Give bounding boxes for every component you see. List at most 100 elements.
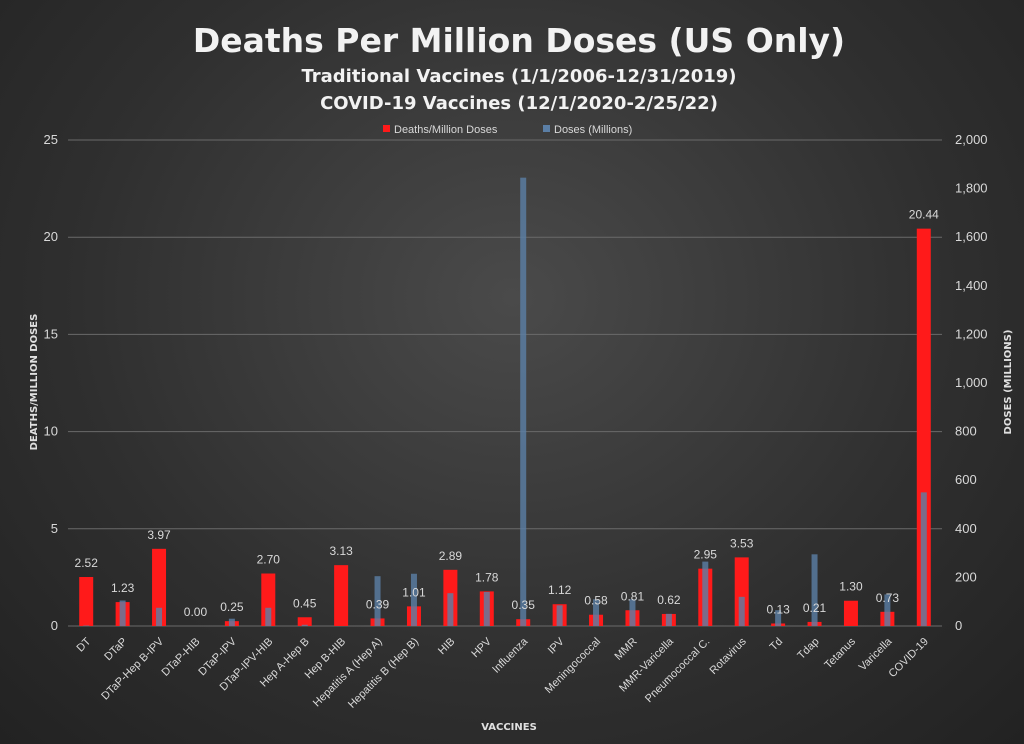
bar-doses-8 — [374, 576, 381, 626]
x-axis-label: VACCINES — [481, 722, 537, 733]
y-tick-label: 15 — [44, 326, 58, 341]
bar-doses-2 — [156, 607, 163, 626]
legend-swatch-deaths — [383, 125, 390, 132]
data-label-4: 0.25 — [220, 600, 244, 614]
bar-deaths-2 — [152, 548, 167, 626]
data-label-9: 1.01 — [402, 585, 426, 599]
category-label-12: Influenza — [490, 635, 531, 676]
bar-doses-18 — [738, 596, 745, 626]
y-axis-label: DEATHS/MILLION DOSES — [29, 314, 40, 451]
bar-doses-22 — [884, 594, 891, 626]
bar-deaths-0 — [79, 577, 94, 626]
bar-doses-6 — [301, 624, 308, 626]
data-label-20: 0.21 — [803, 601, 827, 615]
data-label-5: 2.70 — [257, 553, 281, 567]
y2-tick-label: 400 — [955, 521, 977, 536]
chart-subtitle-1: Traditional Vaccines (1/1/2006-12/31/201… — [301, 66, 736, 87]
doses-bars — [83, 177, 927, 627]
bar-doses-13 — [556, 605, 563, 626]
y2-tick-label: 2,000 — [955, 132, 988, 147]
bar-doses-17 — [702, 561, 709, 626]
y-axis-ticks: 0 5 10 15 20 25 — [44, 132, 58, 633]
category-label-3: DTaP-HIB — [160, 636, 203, 679]
bar-deaths-23 — [916, 228, 931, 626]
bar-doses-15 — [629, 599, 636, 626]
legend-label-deaths: Deaths/Million Doses — [394, 124, 498, 136]
category-label-21: Tetanus — [822, 635, 858, 671]
y2-tick-label: 1,400 — [955, 278, 988, 293]
deaths-bars — [79, 228, 931, 626]
y-tick-label: 5 — [51, 521, 58, 536]
data-label-2: 3.97 — [147, 528, 171, 542]
bar-doses-19 — [775, 610, 782, 626]
y2-tick-label: 1,200 — [955, 326, 988, 341]
bar-doses-11 — [483, 591, 490, 626]
data-label-16: 0.62 — [657, 593, 681, 607]
data-labels: 2.52 1.23 3.97 0.00 0.25 2.70 0.45 3.13 0.39 1.01… — [75, 208, 940, 619]
data-label-7: 3.13 — [329, 544, 353, 558]
data-label-12: 0.35 — [512, 598, 536, 612]
bar-doses-5 — [265, 607, 272, 626]
bar-doses-23 — [920, 492, 927, 626]
data-label-1: 1.23 — [111, 581, 135, 595]
category-label-1: DTaP — [102, 636, 130, 664]
y2-tick-label: 1,800 — [955, 181, 988, 196]
bar-doses-10 — [447, 593, 454, 626]
bar-doses-20 — [811, 554, 818, 626]
y2-axis-ticks: 0 200 400 600 800 1,000 1,200 1,400 1,600 1,800 2,… — [955, 132, 988, 633]
bar-doses-16 — [665, 613, 672, 626]
category-label-23: COVID-19 — [887, 636, 931, 680]
data-label-19: 0.13 — [766, 602, 790, 616]
bar-deaths-6 — [297, 617, 312, 626]
data-label-10: 2.89 — [439, 549, 463, 563]
bar-deaths-7 — [334, 565, 349, 626]
category-label-13: IPV — [546, 635, 567, 656]
category-label-8: Hepatitis A (Hep A) — [311, 636, 385, 710]
y2-tick-label: 1,600 — [955, 229, 988, 244]
bar-doses-9 — [410, 573, 417, 626]
data-label-18: 3.53 — [730, 536, 754, 550]
data-label-8: 0.39 — [366, 597, 390, 611]
category-label-19: Td — [768, 636, 786, 654]
data-label-22: 0.73 — [876, 591, 900, 605]
gridlines — [68, 139, 942, 627]
data-label-6: 0.45 — [293, 596, 317, 610]
y2-tick-label: 1,000 — [955, 375, 988, 390]
y2-tick-label: 200 — [955, 569, 977, 584]
y2-axis-label: DOSES (MILLIONS) — [1003, 330, 1014, 435]
bar-deaths-21 — [843, 600, 858, 626]
legend: Deaths/Million Doses Doses (Millions) — [383, 124, 632, 136]
y-tick-label: 10 — [44, 424, 58, 439]
data-label-14: 0.58 — [584, 594, 608, 608]
data-label-0: 2.52 — [75, 556, 99, 570]
data-label-13: 1.12 — [548, 583, 572, 597]
category-label-9: Hepatitis B (Hep B) — [346, 636, 421, 711]
category-label-18: Rotavirus — [707, 635, 749, 677]
y-tick-label: 0 — [51, 618, 58, 633]
data-label-17: 2.95 — [694, 548, 718, 562]
data-label-15: 0.81 — [621, 589, 645, 603]
bar-deaths-18 — [734, 557, 749, 626]
y-tick-label: 20 — [44, 229, 58, 244]
category-label-10: HIB — [436, 636, 457, 657]
category-label-2: DTaP-Hep B-IPV — [99, 635, 166, 702]
category-label-15: MMR — [613, 636, 640, 663]
data-label-3: 0.00 — [184, 605, 208, 619]
category-label-0: DT — [74, 635, 93, 654]
data-label-23: 20.44 — [909, 208, 939, 222]
category-label-20: Tdap — [795, 636, 821, 662]
category-label-17: Pneumococcal C. — [643, 636, 712, 705]
bar-deaths-5 — [261, 573, 276, 626]
bar-doses-14 — [593, 599, 600, 626]
data-label-11: 1.78 — [475, 570, 499, 584]
data-label-21: 1.30 — [839, 580, 863, 594]
y-tick-label: 25 — [44, 132, 58, 147]
chart-title: Deaths Per Million Doses (US Only) — [193, 21, 845, 60]
chart-subtitle-2: COVID-19 Vaccines (12/1/2020-2/25/22) — [320, 93, 718, 114]
y2-tick-label: 800 — [955, 424, 977, 439]
y2-tick-label: 600 — [955, 472, 977, 487]
y2-tick-label: 0 — [955, 618, 962, 633]
bar-doses-12 — [520, 177, 527, 627]
